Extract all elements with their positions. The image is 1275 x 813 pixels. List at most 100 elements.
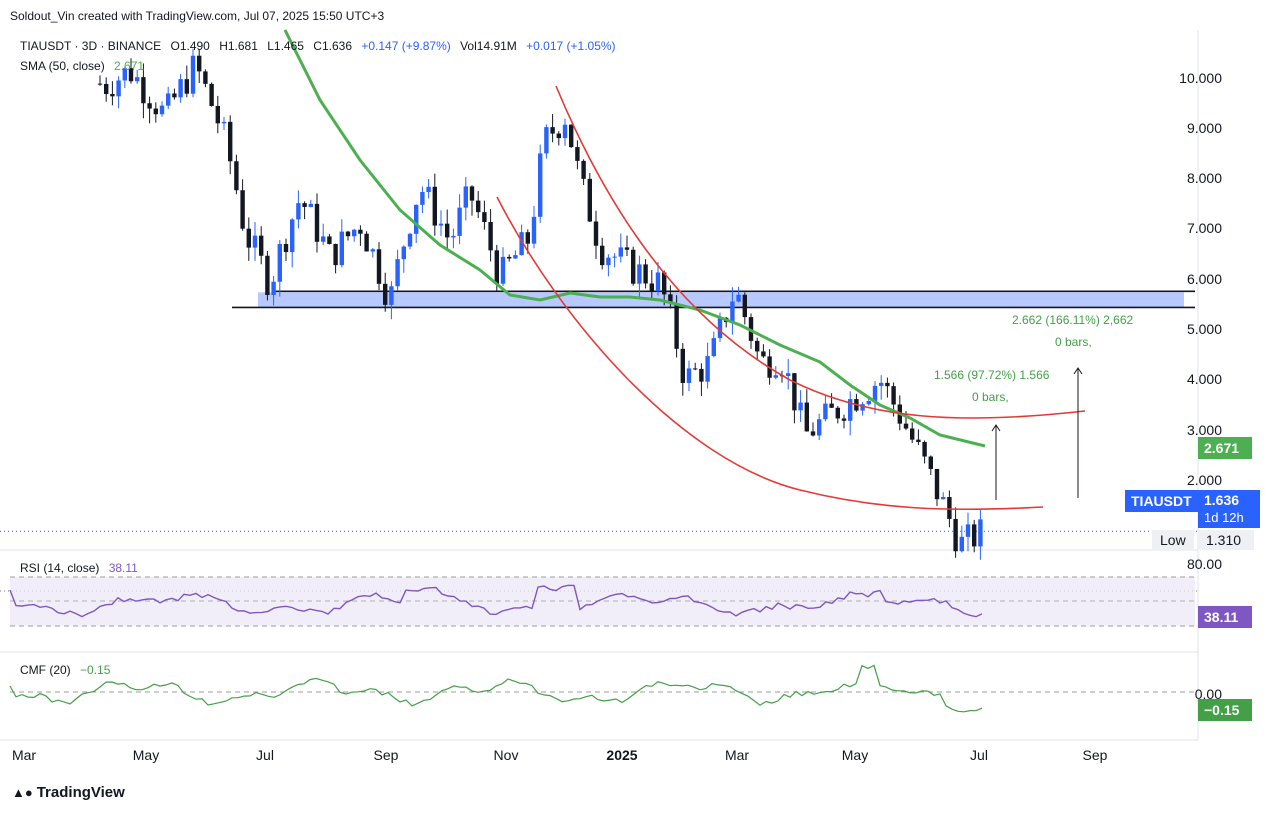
y-tick-label: 4.000 (1186, 371, 1222, 387)
candle-body (321, 236, 326, 242)
y-tick-label: 3.000 (1186, 422, 1222, 438)
candle-body (147, 103, 152, 109)
candle-body (773, 375, 778, 378)
candle-body (128, 68, 134, 82)
candle-body (755, 340, 760, 352)
candle-body (240, 190, 245, 229)
upper-measure-label[interactable]: 2.662 (166.11%) 2,662 (1012, 313, 1134, 327)
cmf-line (9, 664, 983, 713)
candle-body (761, 351, 766, 357)
upper-arc (555, 85, 1086, 419)
candle-body (835, 407, 840, 419)
candle-body (376, 249, 382, 284)
rsi-label: RSI (14, close) (20, 561, 100, 575)
candle-body (184, 79, 189, 94)
candle-body (786, 373, 791, 376)
candle-body (953, 518, 958, 552)
candle-body (190, 55, 196, 94)
symbol-name[interactable]: TIAUSDT · 3D · BINANCE (20, 39, 162, 53)
candle-body (172, 93, 177, 98)
candle-body (209, 83, 214, 106)
candle-body (600, 245, 605, 266)
candle-body (333, 243, 338, 266)
candle-body (686, 368, 692, 383)
candle-body (593, 221, 599, 246)
rsi-band (10, 577, 1195, 626)
lower-measure-label[interactable]: 1.566 (97.72%) 1.566 (934, 368, 1050, 382)
candle-body (178, 79, 183, 98)
candle-body (817, 419, 822, 436)
candle-body (308, 203, 313, 207)
x-tick-label: 2025 (606, 747, 638, 763)
candle-body (705, 356, 710, 382)
candle-body (290, 219, 295, 253)
candle-body (500, 256, 506, 284)
rsi-upper-level: 80.00 (1186, 556, 1222, 572)
lower-bars-label: 0 bars, (972, 390, 1009, 404)
candle-body (221, 121, 227, 124)
sma-legend[interactable]: SMA (50, close) 2.671 (20, 59, 144, 73)
sma-value: 2.671 (114, 59, 145, 73)
candle-body (407, 233, 413, 247)
candle-body (618, 247, 623, 257)
upper-bars-label: 0 bars, (1055, 335, 1092, 349)
candle-body (215, 105, 220, 124)
candle-body (358, 229, 363, 234)
candle-body (928, 456, 933, 469)
sma-50-line (283, 29, 986, 448)
candle-body (327, 236, 332, 244)
last-price-badge: 1.636 1d 12h (1198, 490, 1260, 528)
candle-body (246, 228, 251, 248)
upper-measure-arrow-head (1073, 367, 1083, 375)
candle-body (116, 80, 121, 97)
candle-body (649, 283, 654, 292)
candle-body (252, 235, 258, 248)
tradingview-logo[interactable]: ▲● TradingView (12, 784, 125, 801)
candle-body (612, 256, 617, 258)
candle-body (959, 536, 964, 552)
candle-body (519, 232, 524, 256)
candle-body (203, 71, 208, 84)
candle-body (401, 246, 406, 260)
candle-body (655, 272, 661, 292)
candle-body (345, 231, 351, 237)
candle-body (730, 301, 735, 323)
candle-body (538, 153, 543, 217)
candle-body (736, 294, 741, 302)
rsi-value: 38.11 (108, 561, 138, 575)
candle-body (451, 235, 456, 238)
candle-body (916, 439, 921, 443)
candle-body (234, 161, 239, 191)
cmf-legend[interactable]: CMF (20) −0.15 (20, 663, 110, 677)
candle-body (259, 235, 264, 256)
candle-body (662, 272, 667, 295)
candle-body (680, 348, 685, 383)
candle-body (866, 401, 871, 405)
candle-body (891, 386, 896, 405)
candle-body (166, 93, 171, 106)
candle-body (562, 124, 568, 139)
candle-body (885, 382, 890, 387)
candle-body (135, 77, 140, 82)
candle-body (668, 294, 673, 304)
candle-body (848, 399, 853, 421)
cmf-value: −0.15 (80, 663, 111, 677)
candle-body (141, 77, 146, 104)
candle-body (910, 428, 915, 440)
candle-body (97, 83, 103, 85)
candle-body (494, 250, 499, 284)
candle-body (699, 368, 704, 382)
candle-body (476, 200, 481, 213)
candle-body (389, 286, 394, 305)
candle-body (804, 402, 809, 432)
candle-body (872, 385, 878, 402)
candle-body (798, 402, 803, 411)
cmf-badge: −0.15 (1198, 699, 1252, 721)
rsi-legend[interactable]: RSI (14, close) 38.11 (20, 561, 138, 575)
candle-body (302, 203, 307, 207)
candle-body (693, 368, 698, 370)
footer-brand: TradingView (36, 784, 125, 801)
close-value: C1.636 (313, 39, 352, 53)
candle-body (420, 192, 425, 205)
